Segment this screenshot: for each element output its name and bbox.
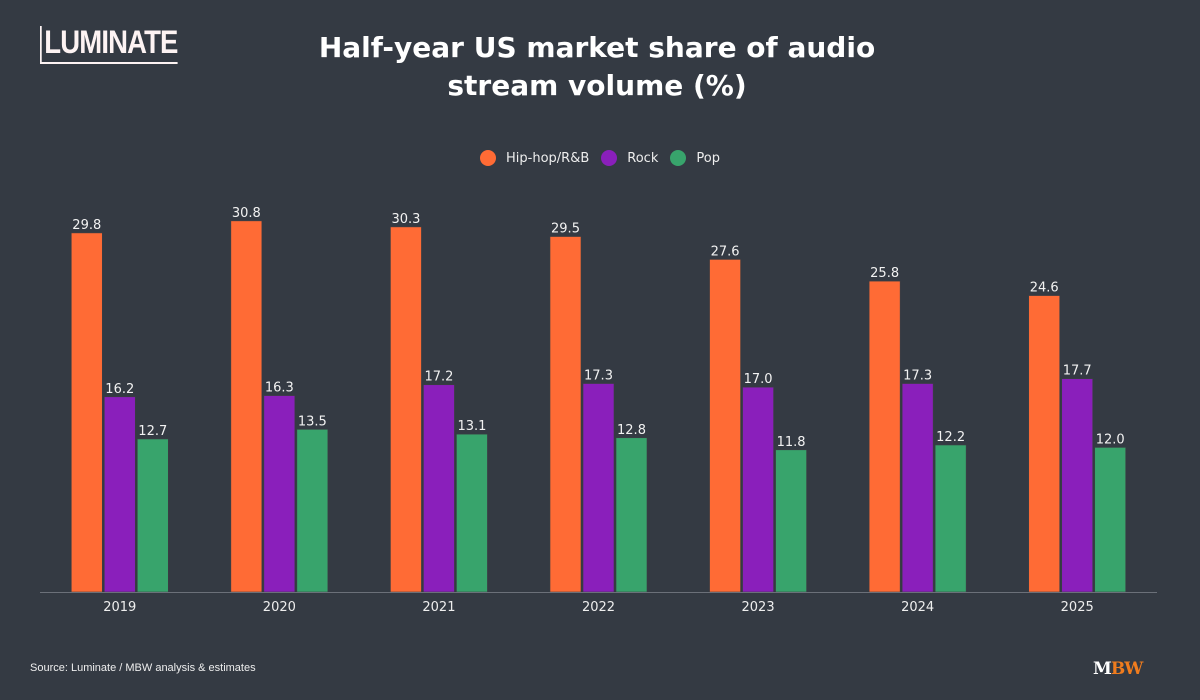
data-label-pop-2020: 13.5 (298, 414, 327, 429)
chart-title: Half-year US market share of audio strea… (0, 29, 1194, 105)
x-tick-label-2024: 2024 (901, 600, 934, 615)
bar-pop-2024[interactable] (934, 444, 967, 593)
chart-title-line-1: Half-year US market share of audio (318, 31, 876, 64)
bar-hip-hop-r-b-2023[interactable] (709, 259, 741, 593)
luminate-logo: LUMINATE (40, 26, 178, 64)
x-tick-label-2019: 2019 (103, 600, 136, 615)
data-label-hip-hop-r-b-2019: 29.8 (72, 218, 101, 233)
data-label-hip-hop-r-b-2024: 25.8 (870, 266, 899, 281)
bars-layer (70, 220, 1127, 593)
bar-rock-2022[interactable] (582, 383, 615, 593)
data-label-rock-2022: 17.3 (584, 369, 613, 384)
legend-item-pop[interactable]: Pop (670, 150, 720, 166)
data-label-hip-hop-r-b-2021: 30.3 (391, 212, 420, 227)
x-tick-label-2021: 2021 (422, 600, 455, 615)
legend-label-rock: Rock (627, 150, 659, 166)
data-label-hip-hop-r-b-2022: 29.5 (551, 222, 580, 237)
bar-rock-2025[interactable] (1061, 378, 1094, 593)
bar-pop-2022[interactable] (615, 437, 648, 593)
legend-item-rock[interactable]: Rock (601, 150, 658, 166)
bar-pop-2020[interactable] (296, 429, 329, 593)
data-label-hip-hop-r-b-2023: 27.6 (711, 244, 740, 259)
data-label-rock-2023: 17.0 (744, 372, 773, 387)
data-label-rock-2024: 17.3 (903, 369, 932, 384)
data-label-hip-hop-r-b-2020: 30.8 (232, 206, 261, 221)
bar-hip-hop-r-b-2021[interactable] (390, 226, 422, 593)
mbw-logo-bw: BW (1110, 659, 1143, 679)
data-label-rock-2019: 16.2 (105, 382, 134, 397)
data-label-pop-2021: 13.1 (457, 419, 486, 434)
bar-hip-hop-r-b-2024[interactable] (868, 280, 901, 593)
bar-rock-2020[interactable] (263, 395, 296, 593)
bar-pop-2025[interactable] (1094, 447, 1127, 593)
bar-pop-2021[interactable] (456, 433, 488, 593)
bar-pop-2023[interactable] (775, 449, 807, 593)
data-label-pop-2024: 12.2 (936, 430, 965, 445)
legend-swatch-rock (601, 150, 618, 166)
x-tick-labels: 2019 2020 2021 2022 2023 2024 2025 (103, 600, 1094, 615)
data-label-rock-2025: 17.7 (1063, 364, 1092, 379)
x-tick-label-2025: 2025 (1061, 600, 1094, 615)
bar-hip-hop-r-b-2019[interactable] (70, 232, 103, 593)
data-label-pop-2023: 11.8 (777, 435, 806, 450)
bar-hip-hop-r-b-2020[interactable] (230, 220, 263, 593)
data-label-pop-2025: 12.0 (1096, 432, 1125, 447)
x-tick-label-2020: 2020 (263, 600, 296, 615)
bar-rock-2023[interactable] (742, 386, 774, 593)
legend-label-pop: Pop (696, 150, 720, 166)
x-tick-label-2022: 2022 (582, 600, 615, 615)
bar-rock-2024[interactable] (901, 383, 934, 593)
bar-hip-hop-r-b-2025[interactable] (1028, 295, 1061, 593)
data-label-rock-2021: 17.2 (424, 370, 453, 385)
bar-hip-hop-r-b-2022[interactable] (549, 236, 582, 593)
data-label-rock-2020: 16.3 (265, 381, 294, 396)
bar-rock-2019[interactable] (103, 396, 136, 593)
source-note: Source: Luminate / MBW analysis & estima… (30, 662, 256, 674)
legend-label-hiphop: Hip-hop/R&B (506, 150, 590, 166)
data-label-hip-hop-r-b-2025: 24.6 (1030, 281, 1059, 296)
x-tick-label-2023: 2023 (742, 600, 775, 615)
data-label-pop-2022: 12.8 (617, 423, 646, 438)
chart-title-line-2: stream volume (%) (447, 69, 747, 102)
legend-swatch-hiphop (480, 150, 497, 166)
chart-legend: Hip-hop/R&B Rock Pop (0, 150, 1200, 166)
data-label-pop-2019: 12.7 (138, 424, 167, 439)
bar-pop-2019[interactable] (136, 438, 169, 593)
legend-item-hiphop[interactable]: Hip-hop/R&B (480, 150, 589, 166)
legend-swatch-pop (670, 150, 687, 166)
bar-rock-2021[interactable] (423, 384, 455, 593)
mbw-logo: MBW (1093, 659, 1143, 679)
data-labels-layer: 29.8 16.2 12.7 30.8 16.3 13.5 30.3 17.2 13.1 29.5… (72, 206, 1124, 450)
mbw-logo-m: M (1093, 659, 1112, 679)
